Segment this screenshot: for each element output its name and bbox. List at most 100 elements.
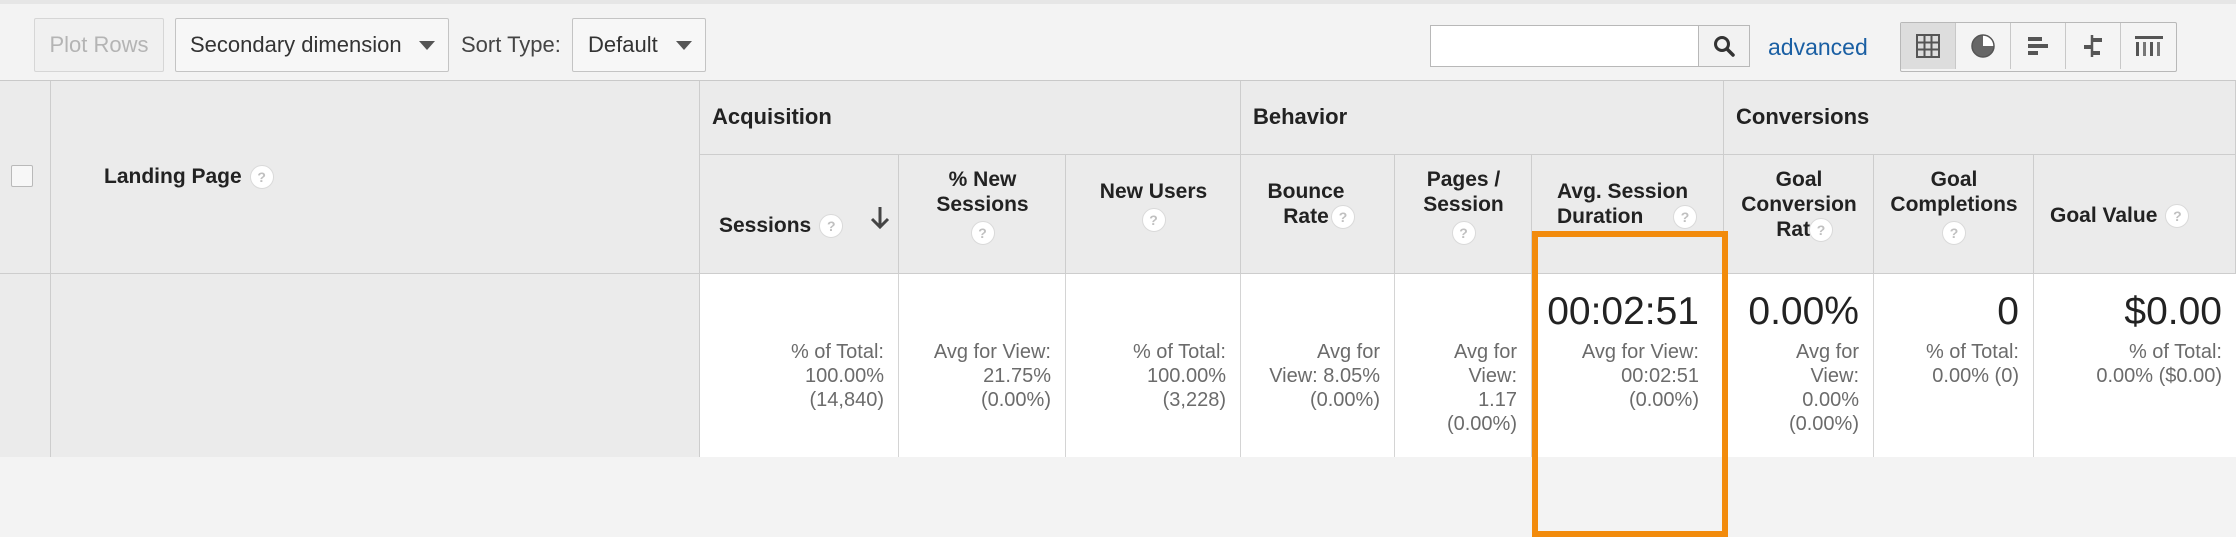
sort-descending-icon[interactable] [870,205,890,231]
sessions-header-wrap: Sessions? [719,213,844,239]
group-acquisition-title: Acquisition [712,104,832,129]
column-header-bounce-rate[interactable]: Bounce Rate ? [1241,155,1395,274]
redacted-value [1249,290,1389,332]
column-header-new-sessions[interactable]: % New Sessions ? [899,155,1066,274]
total-goal-conversion-rate: 0.00% [1748,290,1859,333]
total-new-users-cell: % of Total: 100.00% (3,228) [1066,274,1241,457]
help-icon[interactable]: ? [970,221,995,245]
help-icon[interactable]: ? [249,165,274,190]
total-goal-conversion-rate-sub: Avg for View: 0.00% (0.00%) [1788,341,1859,435]
select-all-checkbox[interactable] [11,165,33,187]
total-goal-completions-cell: 0 % of Total: 0.00% (0) [1874,274,2034,457]
total-sessions-cell: % of Total: 100.00% (14,840) [700,274,899,457]
pivot-view-button[interactable] [2121,23,2176,69]
sort-type-label: Sort Type: [461,32,561,57]
bar-view-icon [2028,37,2048,55]
chevron-down-icon [676,41,692,50]
view-switcher [1900,22,2177,72]
column-header-avg-session-duration[interactable]: Avg. Session Duration ? [1532,155,1724,274]
total-goal-value-sub: % of Total: 0.00% ($0.00) [2096,341,2222,387]
goal-completions-header-wrap: Goal Completions ? [1874,167,2034,245]
help-icon[interactable]: ? [819,214,844,239]
comparison-view-icon [2084,35,2102,57]
goal-value-label: Goal Value [2050,204,2158,227]
new-sessions-label: % New Sessions [936,168,1029,216]
total-goal-value: $0.00 [2124,290,2222,333]
goal-conversion-rate-label: Goal Conversion Rate [1741,168,1857,241]
goal-value-header-wrap: Goal Value? [2050,203,2190,229]
search-icon [1714,36,1735,57]
group-conversions-title: Conversions [1736,104,1870,129]
column-header-goal-value[interactable]: Goal Value? [2034,155,2236,274]
landing-page-header-wrap: Landing Page? [104,164,274,190]
sessions-label: Sessions [719,214,812,237]
column-header-goal-completions[interactable]: Goal Completions ? [1874,155,2034,274]
help-icon[interactable]: ? [1809,218,1833,242]
total-avg-session-duration-sub: Avg for View: 00:02:51 (0.00%) [1581,341,1699,411]
total-new-sessions-sub: Avg for View: 21.75% (0.00%) [933,341,1051,411]
landing-page-header[interactable]: Landing Page? [51,81,700,274]
bar-view-button[interactable] [2011,23,2066,69]
total-goal-completions: 0 [1997,290,2019,333]
total-bounce-rate-sub: Avg for View: 8.05% (0.00%) [1269,341,1380,411]
total-goal-completions-sub: % of Total: 0.00% (0) [1925,341,2019,387]
new-users-label: New Users [1099,180,1208,203]
total-sessions-sub: % of Total: 100.00% (14,840) [790,341,884,411]
redacted-value [1091,290,1231,332]
column-header-goal-conversion-rate[interactable]: Goal Conversion Rate ? [1724,155,1874,274]
column-header-new-users[interactable]: New Users ? [1066,155,1241,274]
total-bounce-rate-cell: Avg for View: 8.05% (0.00%) [1241,274,1395,457]
group-behavior: Behavior [1241,81,1724,155]
redacted-value [1401,290,1526,332]
help-icon[interactable]: ? [1451,221,1476,245]
report-table: Landing Page? Acquisition Behavior Conve… [0,80,2236,537]
help-icon[interactable]: ? [2165,204,2190,229]
group-acquisition: Acquisition [700,81,1241,155]
total-new-users-sub: % of Total: 100.00% (3,228) [1132,341,1226,411]
search-button[interactable] [1698,25,1750,67]
select-all-cell [0,81,51,274]
redacted-value [760,290,890,332]
advanced-search-link[interactable]: advanced [1768,34,1868,60]
totals-row-checkbox-cell [0,274,51,457]
comparison-view-button[interactable] [2066,23,2121,69]
landing-page-label: Landing Page [104,165,242,188]
chevron-down-icon [419,41,435,50]
goal-conversion-rate-header-wrap: Goal Conversion Rate ? [1724,167,1874,242]
new-sessions-header-wrap: % New Sessions ? [899,167,1066,245]
pie-view-button[interactable] [1956,23,2011,69]
total-avg-session-duration: 00:02:51 [1547,290,1699,333]
sort-type-value: Default [588,32,658,57]
new-users-header-wrap: New Users ? [1066,179,1241,232]
total-pages-session-sub: Avg for View: 1.17 (0.00%) [1446,341,1517,435]
help-icon[interactable]: ? [1673,205,1697,229]
total-goal-value-cell: $0.00 % of Total: 0.00% ($0.00) [2034,274,2236,457]
pages-session-label: Pages / Session [1423,168,1504,216]
table-view-button[interactable] [1901,23,1956,69]
help-icon[interactable]: ? [1942,221,1966,245]
group-conversions: Conversions [1724,81,2236,155]
secondary-dimension-label: Secondary dimension [190,32,402,57]
pages-session-header-wrap: Pages / Session ? [1395,167,1532,245]
group-behavior-title: Behavior [1253,104,1348,129]
avg-session-duration-label: Avg. Session Duration [1557,180,1689,228]
total-goal-conversion-rate-cell: 0.00% Avg for View: 0.00% (0.00%) [1724,274,1874,457]
help-icon[interactable]: ? [1331,205,1355,229]
bounce-rate-header-wrap: Bounce Rate ? [1261,179,1381,229]
pie-view-icon [1971,34,1995,58]
sort-type-dropdown[interactable]: Default [572,18,706,72]
help-icon[interactable]: ? [1141,208,1166,232]
bounce-rate-label: Bounce Rate [1267,180,1345,228]
secondary-dimension-dropdown[interactable]: Secondary dimension [175,18,449,72]
column-header-sessions[interactable]: Sessions? [700,155,899,274]
totals-row-landing-page-cell [51,274,700,457]
goal-completions-label: Goal Completions [1890,168,2018,216]
plot-rows-button[interactable]: Plot Rows [34,18,164,72]
total-pages-session-cell: Avg for View: 1.17 (0.00%) [1395,274,1532,457]
avg-session-duration-header-wrap: Avg. Session Duration ? [1557,179,1717,229]
column-header-pages-session[interactable]: Pages / Session ? [1395,155,1532,274]
total-avg-session-duration-cell: 00:02:51 Avg for View: 00:02:51 (0.00%) [1532,274,1724,457]
pivot-view-icon [2134,36,2163,56]
table-view-icon [1916,34,1940,58]
search-input[interactable] [1430,25,1700,67]
